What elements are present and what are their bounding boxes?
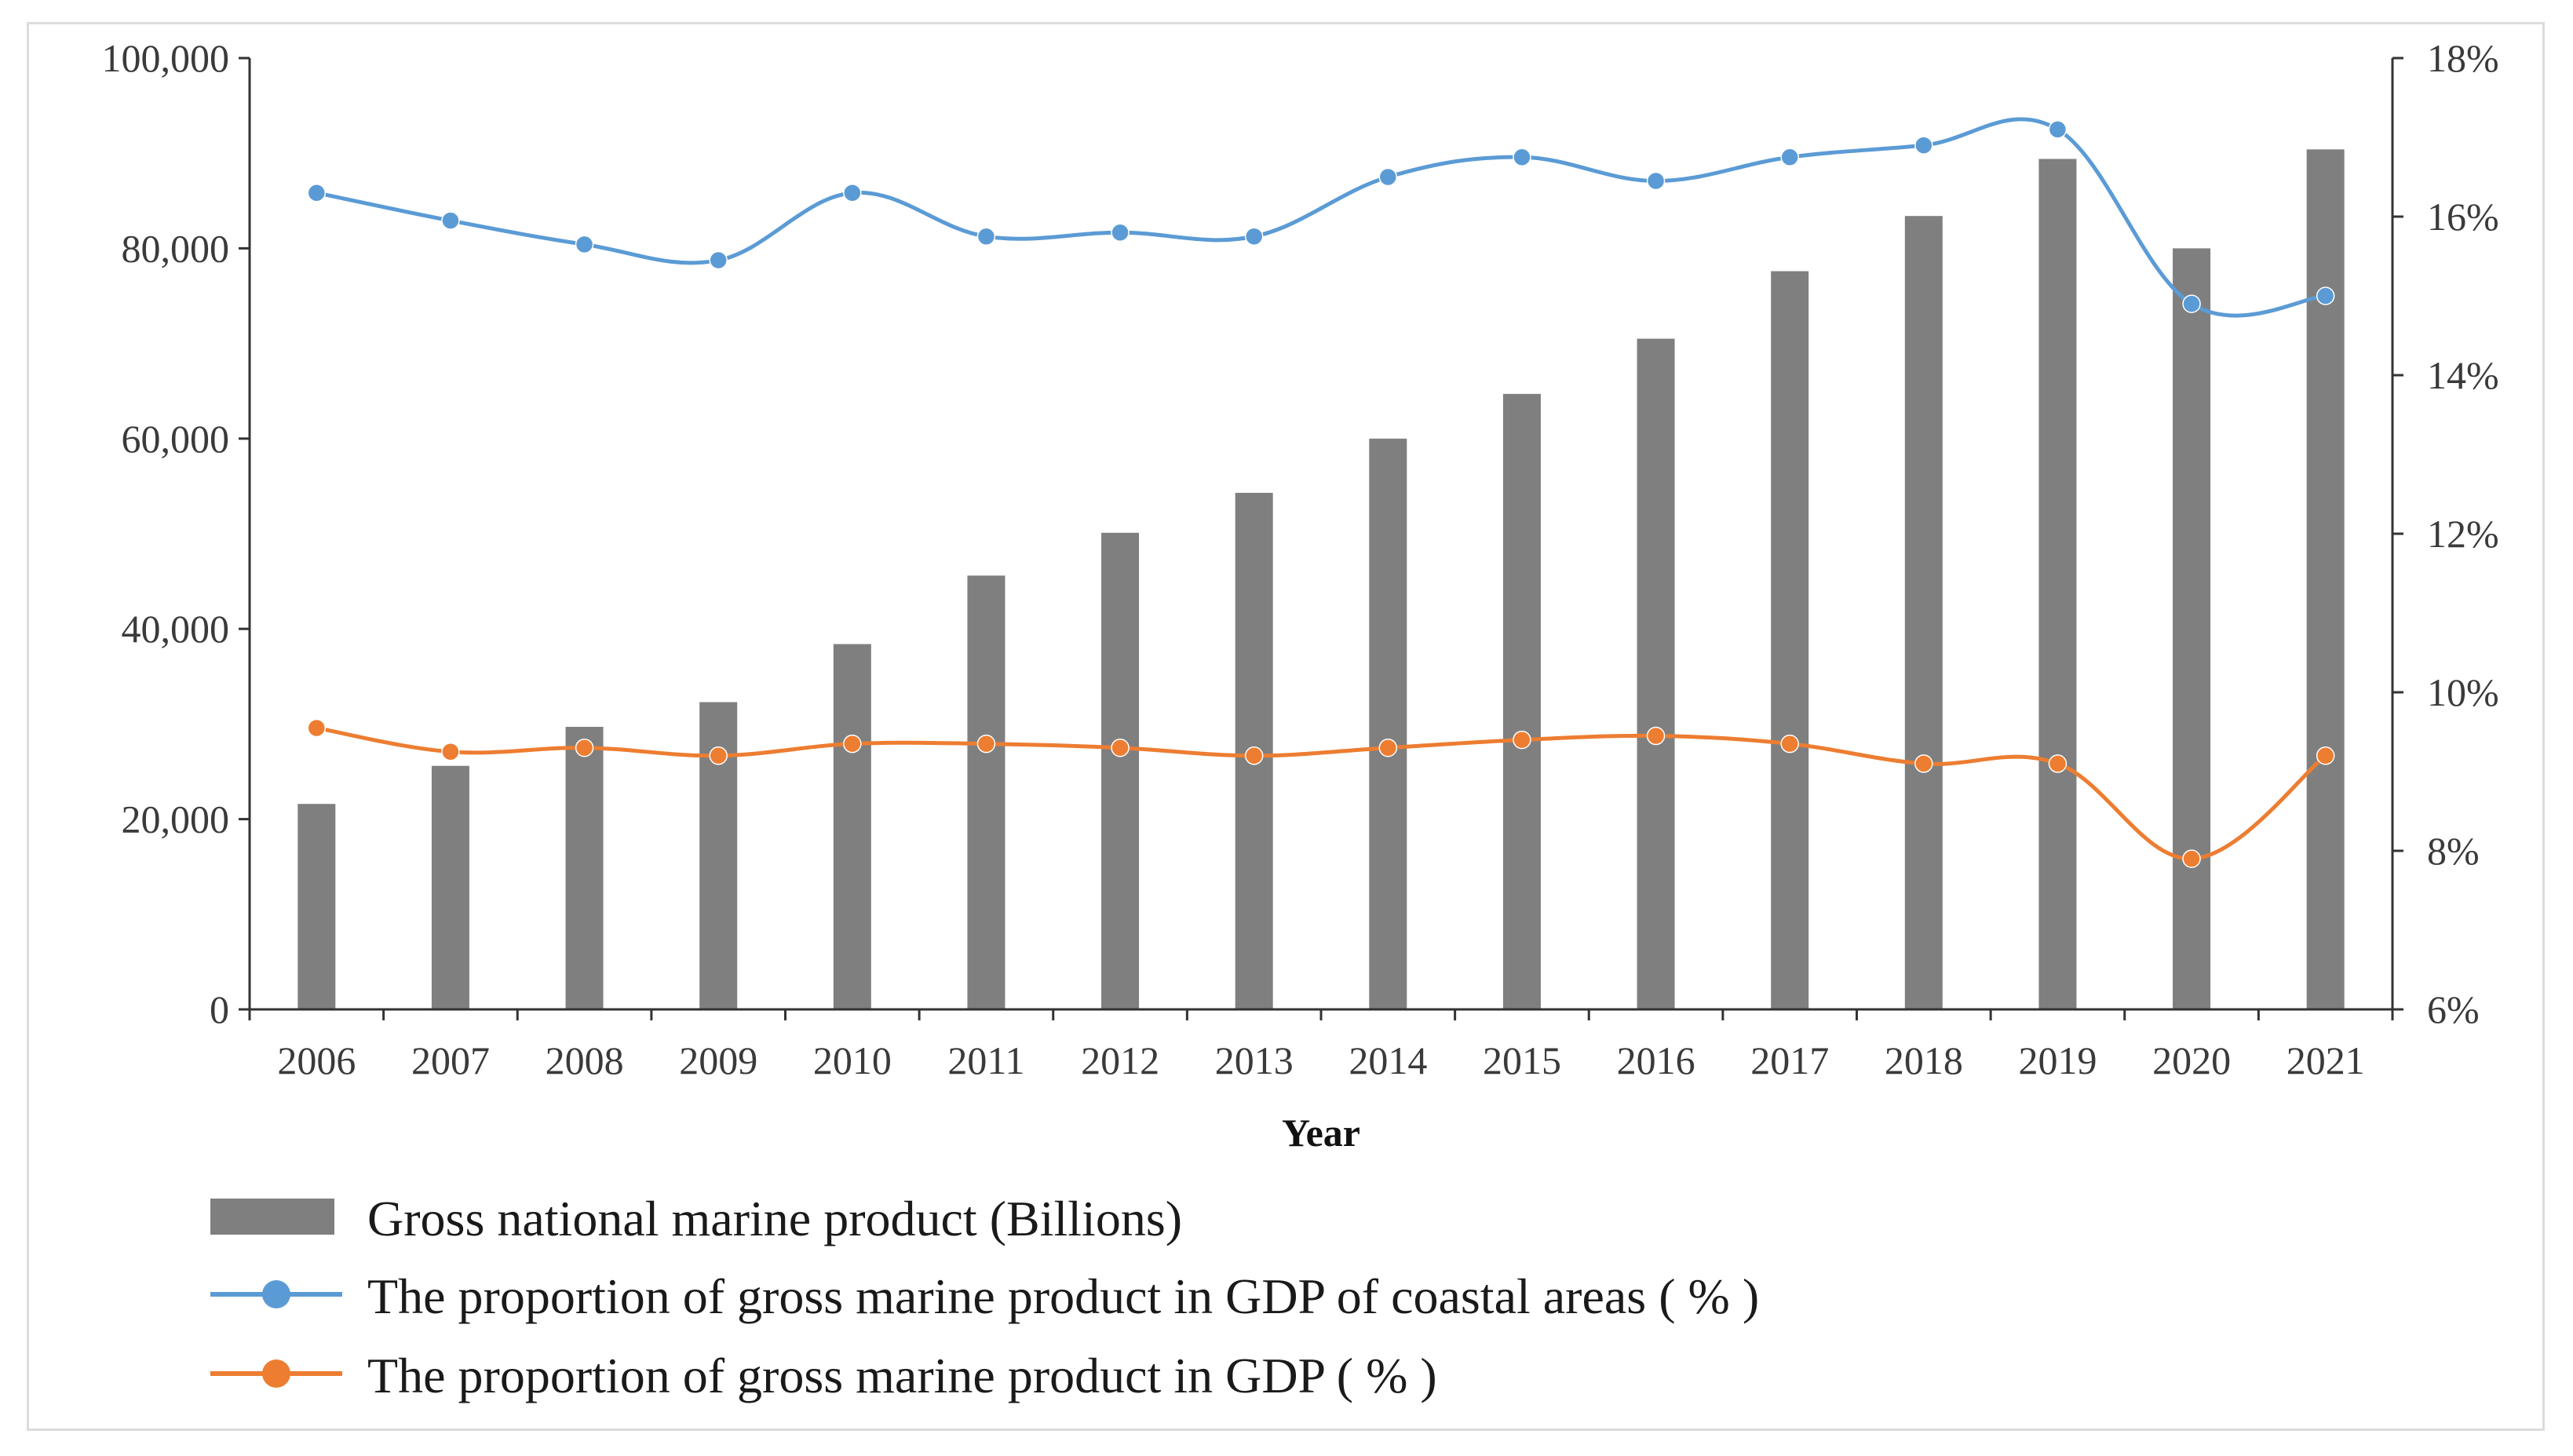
x-tick-label: 2009: [679, 1038, 757, 1082]
point-gdp-share-2007: [441, 743, 460, 761]
bar-2016: [1637, 338, 1675, 1009]
left-tick-label: 20,000: [122, 797, 230, 841]
x-tick-label: 2006: [277, 1038, 356, 1082]
x-tick-label: 2016: [1617, 1038, 1695, 1082]
legend-label-1: The proportion of gross marine product i…: [367, 1268, 1759, 1324]
x-tick-label: 2020: [2152, 1038, 2231, 1082]
x-tick-label: 2010: [813, 1038, 892, 1082]
point-gdp-share-2018: [1914, 754, 1933, 773]
x-tick-label: 2007: [411, 1038, 490, 1082]
tick-labels: 0 20,000 40,000 60,000 80,000 100,000 6% 8% 10% 1…: [102, 36, 2499, 1082]
point-gdp-share-2015: [1513, 730, 1531, 750]
point-coastal-share-2017: [1780, 148, 1799, 166]
point-gdp-share-2011: [976, 734, 996, 754]
point-coastal-share-2016: [1646, 171, 1666, 191]
bar-2007: [431, 765, 469, 1009]
point-coastal-share-2009: [709, 250, 728, 270]
bar-2006: [297, 804, 336, 1009]
left-tick-label: 80,000: [122, 226, 230, 270]
bar-2020: [2173, 248, 2211, 1009]
x-tick-label: 2012: [1081, 1038, 1159, 1082]
legend-label-2: The proportion of gross marine product i…: [367, 1348, 1437, 1403]
legend: Gross national marine product (Billions)…: [210, 1191, 1759, 1403]
point-coastal-share-2011: [976, 227, 996, 246]
bar-2019: [2038, 159, 2077, 1009]
left-tick-label: 100,000: [102, 36, 230, 80]
point-coastal-share-2008: [575, 235, 594, 254]
left-tick-label: 40,000: [122, 607, 230, 651]
point-gdp-share-2008: [575, 738, 594, 757]
right-tick-label: 14%: [2427, 353, 2499, 397]
point-gdp-share-2014: [1378, 738, 1398, 757]
point-gdp-share-2012: [1111, 738, 1130, 757]
right-tick-label: 8%: [2427, 829, 2480, 873]
right-tick-label: 16%: [2427, 195, 2499, 239]
point-coastal-share-2020: [2182, 294, 2201, 313]
line-coastal-share: [316, 117, 2326, 318]
bar-2012: [1101, 532, 1140, 1009]
line-gdp-share: [316, 725, 2327, 861]
bar-2008: [565, 727, 604, 1009]
x-tick-label: 2021: [2287, 1038, 2365, 1082]
point-coastal-share-2018: [1914, 136, 1933, 155]
x-tick-label: 2011: [947, 1038, 1024, 1082]
point-coastal-share-2014: [1378, 167, 1398, 187]
bar-2018: [1904, 216, 1943, 1009]
point-gdp-share-2010: [843, 734, 862, 754]
point-gdp-share-2013: [1244, 746, 1264, 765]
left-tick-label: 60,000: [122, 417, 230, 461]
x-tick-label: 2018: [1885, 1038, 1963, 1082]
point-coastal-share-2021: [2316, 286, 2335, 305]
x-tick-label: 2008: [546, 1038, 624, 1082]
bar-series: [297, 149, 2345, 1009]
legend-label-0: Gross national marine product (Billions): [367, 1191, 1182, 1246]
point-gdp-share-2021: [2316, 746, 2335, 765]
chart-frame: [27, 22, 2545, 1431]
bar-2010: [833, 644, 871, 1009]
point-coastal-share-2019: [2048, 120, 2068, 139]
point-coastal-share-2013: [1244, 227, 1264, 246]
x-tick-label: 2013: [1215, 1038, 1294, 1082]
point-gdp-share-2019: [2048, 754, 2068, 773]
point-coastal-share-2007: [441, 211, 460, 230]
x-tick-label: 2015: [1483, 1038, 1561, 1082]
x-tick-label: 2017: [1750, 1038, 1829, 1082]
right-tick-label: 10%: [2427, 670, 2499, 714]
legend-swatch-marker-1: [262, 1280, 290, 1308]
right-tick-label: 6%: [2427, 987, 2480, 1031]
bar-2011: [967, 575, 1005, 1009]
bar-2021: [2306, 149, 2345, 1009]
x-axis-title: Year: [1282, 1111, 1360, 1155]
point-gdp-share-2020: [2182, 849, 2201, 868]
right-tick-label: 18%: [2427, 36, 2499, 80]
legend-swatch-bar: [210, 1199, 334, 1235]
point-gdp-share-2017: [1780, 734, 1799, 754]
axes: [239, 57, 2403, 1020]
point-coastal-share-2015: [1513, 148, 1531, 166]
right-tick-label: 12%: [2427, 512, 2499, 556]
left-tick-label: 0: [210, 987, 229, 1031]
point-coastal-share-2012: [1111, 223, 1130, 242]
bar-2014: [1369, 438, 1407, 1009]
x-tick-label: 2019: [2018, 1038, 2097, 1082]
line-series: [307, 117, 2335, 868]
bar-2017: [1771, 271, 1809, 1009]
point-coastal-share-2006: [307, 183, 327, 203]
point-gdp-share-2009: [709, 746, 728, 765]
legend-swatch-marker-2: [262, 1359, 290, 1388]
x-tick-label: 2014: [1349, 1038, 1427, 1082]
point-gdp-share-2006: [307, 718, 327, 738]
point-coastal-share-2010: [843, 183, 862, 203]
point-gdp-share-2016: [1646, 726, 1666, 746]
bar-2015: [1502, 393, 1541, 1009]
